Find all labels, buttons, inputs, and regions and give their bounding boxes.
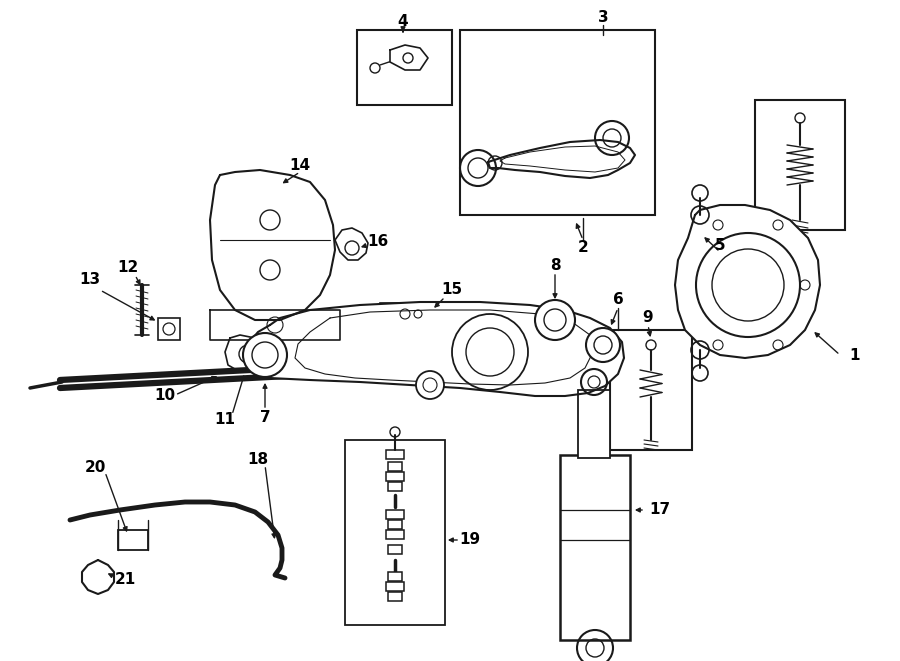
Polygon shape xyxy=(675,205,820,358)
Text: 19: 19 xyxy=(459,533,481,547)
Text: 11: 11 xyxy=(214,412,236,428)
Text: 21: 21 xyxy=(114,572,136,588)
Bar xyxy=(578,390,610,458)
Bar xyxy=(386,472,404,481)
Bar xyxy=(388,520,402,529)
Bar xyxy=(158,318,180,340)
Text: 16: 16 xyxy=(367,235,389,249)
Bar xyxy=(386,530,404,539)
Polygon shape xyxy=(210,310,340,340)
Polygon shape xyxy=(335,228,368,260)
Text: 6: 6 xyxy=(613,293,624,307)
Bar xyxy=(386,582,404,591)
Bar xyxy=(357,30,452,105)
Text: 3: 3 xyxy=(598,11,608,26)
Polygon shape xyxy=(82,560,114,594)
Polygon shape xyxy=(210,170,335,320)
Bar xyxy=(380,303,435,325)
Text: 13: 13 xyxy=(79,272,101,288)
Bar xyxy=(610,330,692,450)
Bar xyxy=(386,510,404,519)
Circle shape xyxy=(416,371,444,399)
Text: 17: 17 xyxy=(650,502,670,518)
Text: 9: 9 xyxy=(643,311,653,325)
Polygon shape xyxy=(488,140,635,178)
Text: 1: 1 xyxy=(850,348,860,362)
Text: 18: 18 xyxy=(248,453,268,467)
Bar xyxy=(460,30,655,215)
Text: 2: 2 xyxy=(578,241,589,256)
Bar xyxy=(345,440,445,625)
Circle shape xyxy=(243,333,287,377)
Text: 7: 7 xyxy=(260,410,270,426)
Text: 20: 20 xyxy=(85,461,105,475)
Text: 8: 8 xyxy=(550,258,561,272)
Polygon shape xyxy=(390,45,428,70)
Bar xyxy=(386,450,404,459)
Text: 15: 15 xyxy=(441,282,463,297)
Text: 14: 14 xyxy=(290,157,310,173)
Text: 4: 4 xyxy=(398,15,409,30)
Bar xyxy=(388,482,402,491)
Bar xyxy=(388,592,402,601)
Bar xyxy=(755,100,845,230)
Polygon shape xyxy=(225,335,265,372)
Circle shape xyxy=(535,300,575,340)
Text: 10: 10 xyxy=(155,387,176,403)
Polygon shape xyxy=(245,302,624,396)
Bar xyxy=(388,462,402,471)
Bar xyxy=(388,545,402,554)
Circle shape xyxy=(586,328,620,362)
Bar xyxy=(560,455,630,640)
Text: 5: 5 xyxy=(715,237,725,253)
Text: 12: 12 xyxy=(117,260,139,276)
Bar xyxy=(118,530,148,550)
Bar xyxy=(388,572,402,581)
